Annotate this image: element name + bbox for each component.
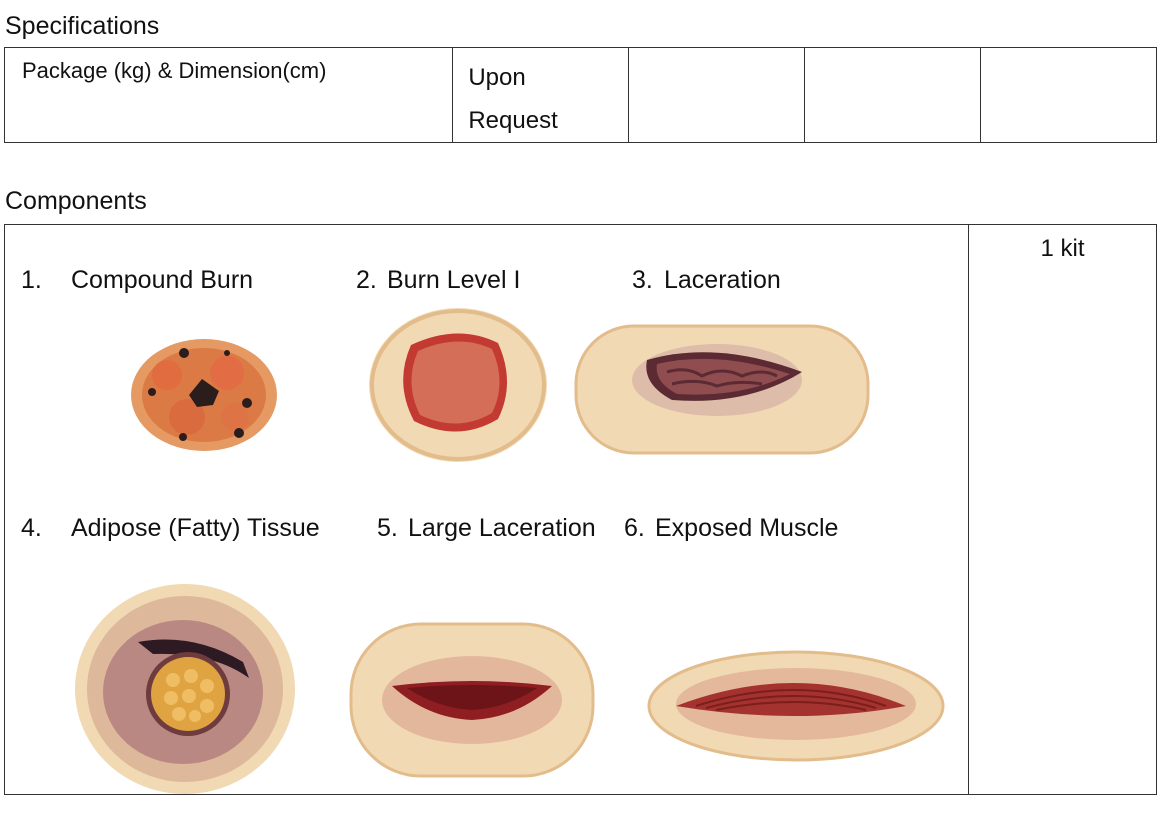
empty-cell [979, 47, 1158, 143]
package-label: Package (kg) & Dimension(cm) [22, 58, 327, 83]
package-value: Upon Request [468, 64, 558, 134]
components-quantity: 1 kit [1040, 235, 1085, 262]
package-value-cell: Upon Request [452, 47, 630, 143]
components-images-cell: 1. Compound Burn 2. Burn Level I 3. Lace… [4, 224, 969, 795]
components-quantity-cell: 1 kit [968, 224, 1157, 795]
specifications-heading: Specifications [5, 12, 160, 40]
component-label-1: Compound Burn [71, 266, 254, 294]
component-number-5: 5. [377, 514, 398, 542]
laceration-image [574, 324, 870, 455]
component-label-6: Exposed Muscle [655, 514, 839, 542]
package-label-cell: Package (kg) & Dimension(cm) [3, 47, 454, 143]
components-table: 1. Compound Burn 2. Burn Level I 3. Lace… [4, 224, 1157, 795]
component-number-2: 2. [356, 266, 377, 294]
component-number-6: 6. [624, 514, 645, 542]
large-laceration-image [349, 622, 595, 778]
component-number-3: 3. [632, 266, 653, 294]
components-heading: Components [5, 187, 147, 215]
burn-level-1-image [369, 308, 547, 462]
empty-cell [804, 47, 981, 143]
specifications-table: Package (kg) & Dimension(cm) Upon Reques… [3, 47, 1158, 143]
component-label-3: Laceration [664, 266, 781, 294]
component-number-4: 4. [21, 514, 42, 542]
component-label-4: Adipose (Fatty) Tissue [71, 514, 320, 542]
component-label-5: Large Laceration [408, 514, 596, 542]
exposed-muscle-image [647, 650, 945, 762]
adipose-tissue-image [75, 584, 295, 794]
compound-burn-image [131, 339, 277, 451]
component-label-2: Burn Level I [387, 266, 521, 294]
empty-cell [628, 47, 806, 143]
component-number-1: 1. [21, 266, 42, 294]
